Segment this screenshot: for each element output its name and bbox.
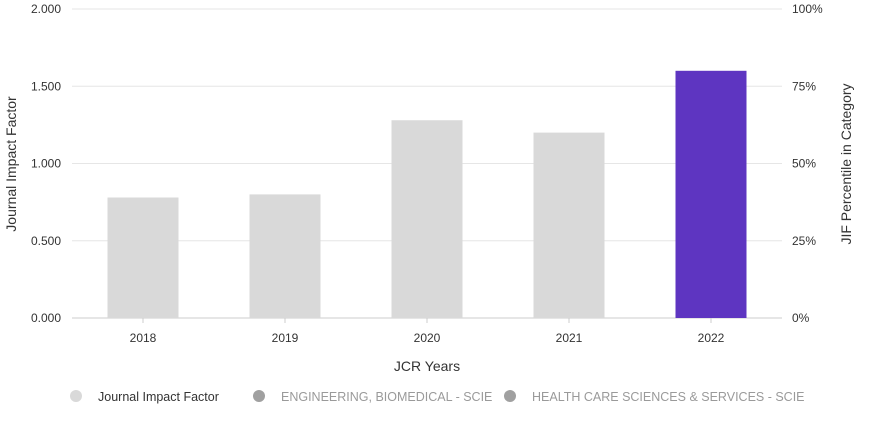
bar-2022[interactable]: [675, 70, 747, 318]
bar-2021[interactable]: [533, 132, 605, 318]
legend-item[interactable]: ENGINEERING, BIOMEDICAL - SCIE: [253, 390, 492, 404]
bar-2018[interactable]: [107, 197, 179, 318]
right-tick-label: 0%: [792, 311, 810, 325]
right-axis-ticks: 0% 25% 50% 75% 100%: [792, 2, 823, 325]
bar-2020[interactable]: [391, 120, 463, 319]
legend-marker-icon: [504, 390, 516, 402]
x-tick-label: 2022: [698, 331, 725, 345]
right-axis-title: JIF Percentile in Category: [838, 83, 854, 244]
bars: [107, 70, 747, 319]
x-axis-title: JCR Years: [394, 358, 460, 374]
x-tick-label: 2021: [556, 331, 583, 345]
legend-label: Journal Impact Factor: [98, 390, 219, 404]
right-tick-label: 50%: [792, 157, 816, 171]
left-axis-title: Journal Impact Factor: [3, 96, 19, 232]
legend-label: ENGINEERING, BIOMEDICAL - SCIE: [281, 390, 492, 404]
x-tick-label: 2018: [130, 331, 157, 345]
right-tick-label: 100%: [792, 2, 823, 16]
left-tick-label: 0.500: [31, 234, 61, 248]
right-tick-label: 25%: [792, 234, 816, 248]
left-axis-ticks: 0.000 0.500 1.000 1.500 2.000: [31, 2, 61, 325]
left-tick-label: 1.000: [31, 157, 61, 171]
left-tick-label: 0.000: [31, 311, 61, 325]
x-tick-label: 2019: [272, 331, 299, 345]
legend-item[interactable]: Journal Impact Factor: [70, 390, 219, 404]
x-axis-ticks: 2018 2019 2020 2021 2022: [130, 318, 725, 345]
legend-marker-icon: [70, 390, 82, 402]
right-tick-label: 75%: [792, 79, 816, 93]
legend-item[interactable]: HEALTH CARE SCIENCES & SERVICES - SCIE: [504, 390, 805, 404]
left-tick-label: 2.000: [31, 2, 61, 16]
legend: Journal Impact Factor ENGINEERING, BIOMED…: [70, 390, 805, 404]
x-tick-label: 2020: [414, 331, 441, 345]
bar-2019[interactable]: [249, 194, 321, 318]
legend-label: HEALTH CARE SCIENCES & SERVICES - SCIE: [532, 390, 805, 404]
legend-marker-icon: [253, 390, 265, 402]
left-tick-label: 1.500: [31, 79, 61, 93]
